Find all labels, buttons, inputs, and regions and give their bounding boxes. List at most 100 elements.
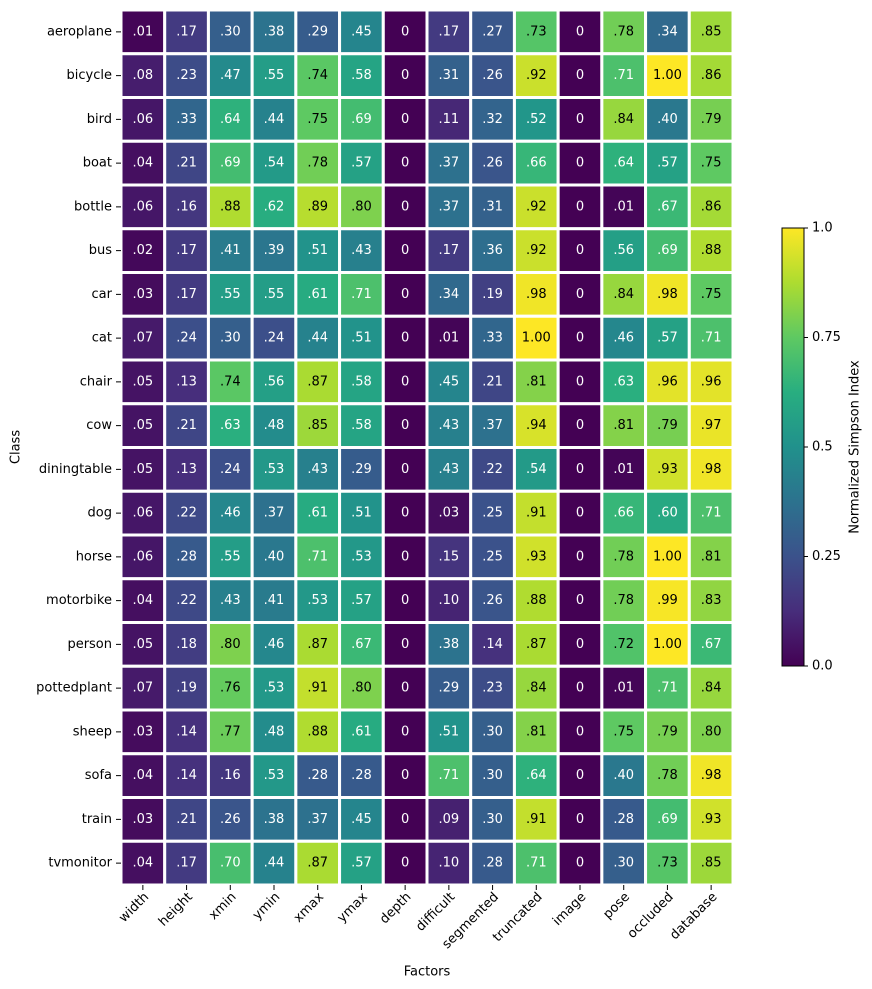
cell-label: .94 [526, 418, 547, 433]
cell-label: .37 [264, 506, 285, 521]
cell-label: .88 [526, 593, 547, 608]
cell-label: .89 [307, 199, 328, 214]
heatmap-cell [644, 183, 691, 231]
x-tick-label: ymax [335, 889, 371, 925]
heatmap-cell [425, 183, 473, 231]
cell-label: .14 [482, 637, 503, 652]
heatmap-cell [338, 314, 385, 362]
cell-label: .01 [613, 462, 634, 477]
cell-label: .53 [351, 549, 372, 564]
heatmap-cell [469, 358, 516, 406]
heatmap-cell [469, 227, 516, 274]
cell-label: .91 [307, 681, 328, 696]
cell-label: .21 [176, 156, 197, 171]
cell-label: .80 [351, 681, 372, 696]
heatmap-cell [600, 664, 648, 712]
cell-label: .84 [613, 112, 634, 127]
cell-label: .26 [482, 68, 503, 83]
cell-label: .70 [220, 856, 241, 871]
heatmap-cell [294, 52, 342, 99]
cell-label: .26 [482, 593, 503, 608]
heatmap-cell [469, 446, 516, 493]
cell-label: .44 [264, 112, 285, 127]
cell-label: .57 [351, 156, 372, 171]
cell-label: .78 [307, 156, 328, 171]
cell-label: .66 [526, 156, 547, 171]
y-tick-label: sheep [73, 724, 112, 739]
cell-label: .87 [526, 637, 547, 652]
cell-label: .55 [264, 287, 285, 302]
cell-label: .30 [482, 724, 503, 739]
cell-label: .17 [176, 856, 197, 871]
cell-label: .17 [439, 24, 460, 39]
cell-label: .54 [264, 156, 285, 171]
heatmap-cell [206, 96, 254, 143]
cell-label: .75 [307, 112, 328, 127]
cell-label: .88 [307, 724, 328, 739]
heatmap-cell [469, 839, 516, 887]
cell-label: 0 [576, 768, 584, 783]
cell-label: .85 [701, 24, 722, 39]
cell-label: .91 [526, 812, 547, 827]
cell-label: .71 [613, 68, 634, 83]
cell-label: .73 [526, 24, 547, 39]
cell-label: .67 [351, 637, 372, 652]
cell-label: 0 [401, 681, 409, 696]
cell-label: .31 [482, 199, 503, 214]
heatmap-cell [338, 621, 385, 668]
cell-label: .17 [176, 243, 197, 258]
cell-label: .81 [613, 418, 634, 433]
cell-label: .80 [220, 637, 241, 652]
cell-label: .46 [613, 331, 634, 346]
cell-label: .11 [439, 112, 460, 127]
heatmap-cell [512, 314, 560, 362]
cell-label: .26 [220, 812, 241, 827]
cell-label: .25 [482, 549, 503, 564]
cell-label: .69 [657, 243, 678, 258]
cell-label: .67 [657, 199, 678, 214]
y-axis-label: Class [9, 430, 24, 464]
x-tick-label: image [550, 890, 589, 929]
cell-label: 0 [576, 374, 584, 389]
cell-label: .29 [351, 462, 372, 477]
cell-label: .05 [133, 462, 154, 477]
heatmap-cell [381, 577, 429, 624]
cell-label: .51 [351, 331, 372, 346]
cell-label: .71 [351, 287, 372, 302]
cell-label: .67 [701, 637, 722, 652]
cell-label: .40 [264, 549, 285, 564]
cell-label: .75 [613, 724, 634, 739]
cell-label: .53 [264, 462, 285, 477]
cell-label: .51 [351, 506, 372, 521]
colorbar-tick-label: 1.0 [812, 221, 833, 236]
heatmap-cell [600, 271, 648, 318]
cell-label: .16 [176, 199, 197, 214]
cell-label: .03 [133, 287, 154, 302]
cell-label: 0 [576, 199, 584, 214]
cell-label: 1.00 [653, 549, 682, 564]
cell-label: .37 [439, 156, 460, 171]
cell-label: .29 [439, 681, 460, 696]
cell-label: .21 [176, 812, 197, 827]
cell-label: .17 [176, 287, 197, 302]
cell-label: .93 [701, 812, 722, 827]
cell-label: .58 [351, 374, 372, 389]
heatmap-cell [425, 796, 473, 843]
cell-label: .57 [351, 856, 372, 871]
heatmap-cell [687, 752, 735, 799]
heatmap-cell [425, 708, 473, 756]
cell-label: 0 [401, 331, 409, 346]
cell-label: .78 [657, 768, 678, 783]
heatmap-cell [294, 314, 342, 362]
cell-label: 0 [576, 112, 584, 127]
cell-label: .86 [701, 68, 722, 83]
heatmap-cell [600, 227, 648, 274]
cell-label: .31 [439, 68, 460, 83]
cell-label: .71 [701, 506, 722, 521]
cell-label: .79 [701, 112, 722, 127]
cell-label: .92 [526, 243, 547, 258]
x-tick-label: xmax [291, 889, 327, 925]
y-tick-label: diningtable [39, 462, 112, 477]
colorbar-tick-label: 0.0 [812, 659, 833, 674]
cell-label: .76 [220, 681, 241, 696]
